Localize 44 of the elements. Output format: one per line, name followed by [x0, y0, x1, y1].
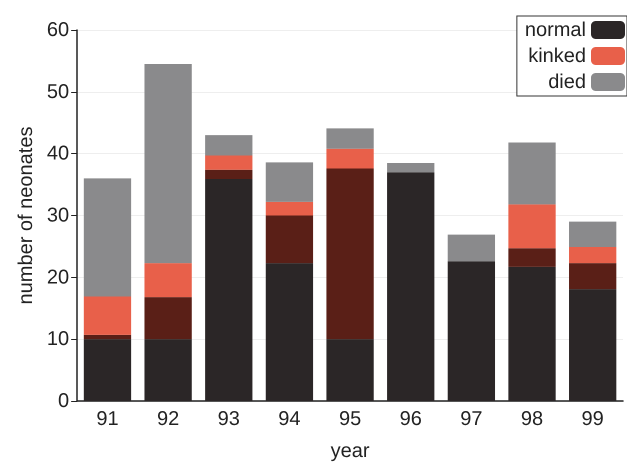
- bar: [266, 162, 314, 202]
- bar: [84, 334, 132, 340]
- bar: [448, 234, 496, 262]
- bar: [266, 202, 314, 216]
- bar: [569, 247, 616, 264]
- bar: [84, 296, 132, 335]
- bar: [144, 263, 192, 298]
- y-tick-label: 20: [46, 266, 70, 288]
- bar: [144, 297, 192, 340]
- bar: [508, 204, 556, 248]
- x-tick-label: 93: [218, 408, 240, 430]
- bar: [266, 216, 314, 264]
- y-tick-label: 60: [46, 19, 70, 41]
- legend-label: kinked: [528, 45, 586, 67]
- y-tick-label: 50: [46, 80, 70, 103]
- bar: [205, 135, 252, 156]
- bar: [205, 170, 252, 180]
- bar: [84, 178, 132, 296]
- x-axis-title: year: [330, 440, 370, 462]
- bar: [205, 156, 252, 170]
- x-tick-label: 97: [460, 408, 482, 430]
- bar: [569, 222, 616, 248]
- bar: [508, 248, 556, 267]
- x-tick-label: 92: [156, 408, 180, 430]
- y-tick-label: 40: [46, 142, 70, 165]
- y-tick-label: 30: [46, 204, 70, 226]
- bar: [326, 168, 374, 340]
- x-tick-label: 99: [582, 408, 604, 430]
- bar: [326, 128, 374, 149]
- legend-label: normal: [524, 19, 586, 41]
- bar: [569, 263, 616, 290]
- y-tick-label: 0: [58, 390, 70, 412]
- x-tick-label: 98: [520, 408, 544, 430]
- x-tick-label: 94: [278, 408, 301, 430]
- bar: [508, 142, 556, 204]
- x-tick-label: 96: [400, 408, 422, 430]
- bar: [326, 148, 374, 169]
- bar: [144, 64, 192, 264]
- x-tick-label: 95: [338, 408, 362, 430]
- y-axis-title: number of neonates: [15, 126, 37, 304]
- bar: [387, 162, 434, 172]
- x-tick-label: 91: [96, 408, 119, 430]
- y-tick-label: 10: [46, 328, 70, 350]
- legend-label: died: [548, 71, 586, 93]
